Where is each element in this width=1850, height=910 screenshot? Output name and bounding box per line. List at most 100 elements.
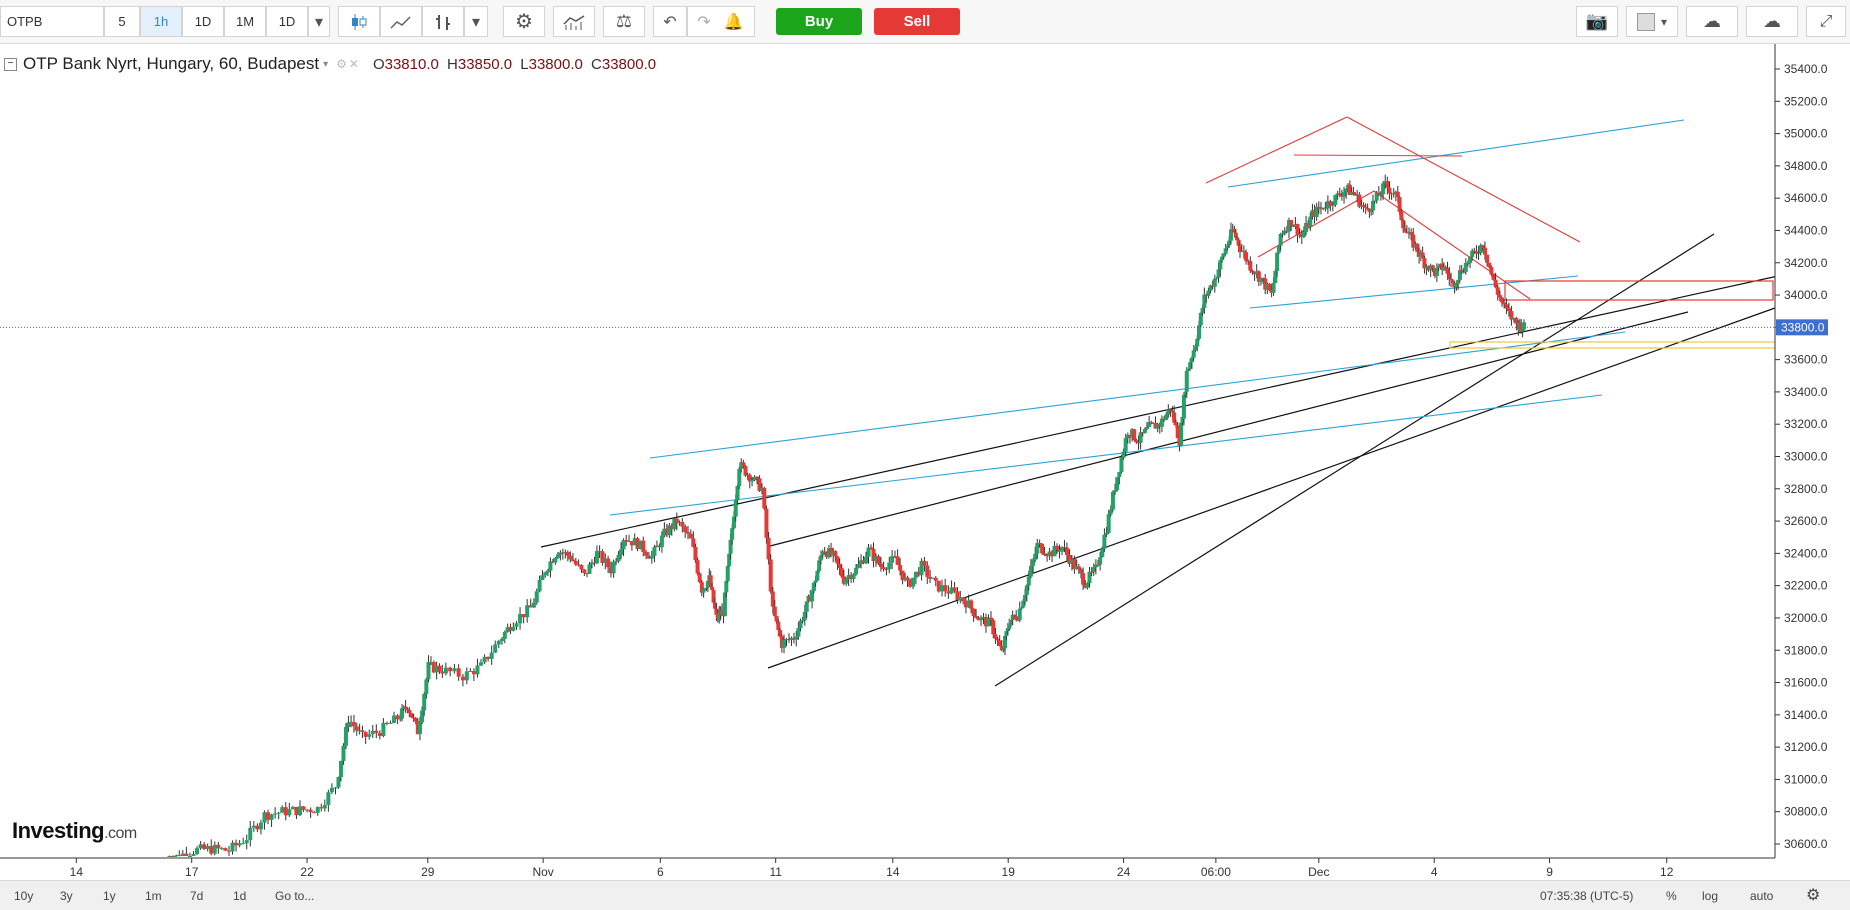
red-trendline[interactable]: [1257, 190, 1375, 258]
candle-body: [1308, 216, 1313, 227]
candle-body: [699, 582, 704, 593]
candle-body: [822, 551, 827, 553]
range-10y[interactable]: 10y: [14, 889, 34, 903]
buy-button[interactable]: Buy: [776, 8, 862, 35]
x-tick-label: 24: [1117, 865, 1131, 879]
legend-dropdown-icon[interactable]: ▾: [323, 58, 329, 70]
alert-button[interactable]: 🔔: [713, 6, 755, 37]
x-tick-label: 9: [1546, 865, 1553, 879]
candle-body: [1265, 283, 1270, 290]
candle-body: [1089, 571, 1094, 573]
range-7d[interactable]: 7d: [190, 889, 204, 903]
candle-body: [1520, 329, 1525, 332]
candle-body: [377, 732, 382, 737]
candle-body: [223, 848, 228, 851]
interval-button-2[interactable]: 1h: [140, 6, 182, 37]
candle-body: [1033, 553, 1038, 560]
candle-body: [1312, 210, 1317, 217]
candle-body: [283, 807, 288, 816]
trendline[interactable]: [767, 307, 1776, 669]
candle-body: [1450, 280, 1455, 284]
candle-body: [936, 580, 941, 592]
candle-body: [1485, 254, 1490, 263]
candle-body: [981, 617, 986, 619]
bars-icon: [436, 14, 450, 30]
compare-button[interactable]: ⚖: [603, 6, 645, 37]
snapshot-button[interactable]: 📷: [1576, 6, 1618, 37]
candle-body: [691, 538, 696, 547]
undo-icon: ↶: [663, 13, 677, 31]
candle-body: [493, 644, 498, 653]
candle-body: [638, 540, 643, 550]
candle-body: [837, 563, 842, 569]
price-axis[interactable]: [1775, 44, 1850, 858]
goto-button[interactable]: Go to...: [275, 889, 315, 903]
candle-body: [1008, 620, 1013, 626]
candle-body: [1202, 294, 1207, 309]
candle-body: [460, 676, 465, 681]
red-horizontal[interactable]: [1293, 154, 1463, 157]
range-3y[interactable]: 3y: [60, 889, 73, 903]
candle-body: [1330, 204, 1335, 206]
close-icon[interactable]: ✕: [348, 57, 359, 71]
candle-body: [1085, 583, 1090, 588]
candle-body: [705, 581, 710, 588]
candle-body: [1204, 294, 1209, 296]
collapse-icon[interactable]: −: [4, 57, 17, 71]
range-1y[interactable]: 1y: [103, 889, 116, 903]
interval-button-4[interactable]: 1M: [224, 6, 266, 37]
color-picker-button[interactable]: ▾: [1626, 6, 1678, 37]
channel-line[interactable]: [609, 394, 1603, 516]
candle-body: [448, 667, 453, 672]
load-chart-button[interactable]: ☁: [1686, 6, 1738, 37]
range-1m[interactable]: 1m: [145, 889, 162, 903]
indicators-button[interactable]: [553, 6, 595, 37]
candle-body: [887, 562, 892, 570]
candle-body: [1151, 422, 1156, 424]
symbol-input[interactable]: OTPB: [0, 6, 104, 37]
candles-style-button[interactable]: [338, 6, 380, 37]
candle-body: [1314, 206, 1319, 217]
chart-style-dropdown[interactable]: ▾: [464, 6, 488, 37]
settings-button[interactable]: ⚙: [503, 6, 545, 37]
trendline[interactable]: [994, 233, 1715, 687]
high-key: H: [447, 55, 458, 73]
red-trendline[interactable]: [1205, 116, 1348, 184]
auto-toggle[interactable]: auto: [1750, 889, 1774, 903]
interval-button-5[interactable]: 1D: [266, 6, 308, 37]
price-chart[interactable]: 35400.0 35200.0 35000.0 34800.0 34600.0 34400…: [0, 44, 1850, 880]
candle-body: [984, 617, 989, 627]
y-tick-label: 33400.0: [1784, 385, 1828, 399]
chevron-down-icon: ▾: [314, 13, 324, 31]
trendline[interactable]: [540, 275, 1779, 548]
candle-body: [868, 547, 873, 550]
candle-body: [1397, 197, 1402, 212]
bar-style-button[interactable]: [422, 6, 464, 37]
log-toggle[interactable]: log: [1702, 889, 1719, 903]
red-trendline[interactable]: [1346, 116, 1581, 243]
range-1d[interactable]: 1d: [233, 889, 247, 903]
gear-icon[interactable]: ⚙: [1806, 887, 1821, 904]
candle-body: [1415, 243, 1420, 252]
resistance-zone[interactable]: [1504, 280, 1774, 301]
candle-body: [646, 555, 651, 559]
percent-toggle[interactable]: %: [1666, 889, 1677, 903]
line-style-button[interactable]: [380, 6, 422, 37]
interval-dropdown[interactable]: ▾: [308, 6, 330, 37]
channel-line[interactable]: [1227, 119, 1685, 188]
candle-body: [903, 577, 908, 581]
candle-body: [616, 554, 621, 562]
save-chart-button[interactable]: ☁: [1746, 6, 1798, 37]
trendline[interactable]: [769, 311, 1689, 547]
channel-line[interactable]: [649, 331, 1626, 459]
undo-button[interactable]: ↶: [653, 6, 687, 37]
settings-icon[interactable]: ⚙: [336, 57, 347, 71]
sell-button[interactable]: Sell: [874, 8, 960, 35]
interval-button-1[interactable]: 5: [104, 6, 140, 37]
fullscreen-button[interactable]: ⤢: [1806, 6, 1846, 37]
interval-button-3[interactable]: 1D: [182, 6, 224, 37]
candle-body: [420, 710, 425, 723]
candle-body: [739, 462, 744, 469]
x-tick-label: 22: [300, 865, 314, 879]
candle-body: [1050, 551, 1055, 557]
